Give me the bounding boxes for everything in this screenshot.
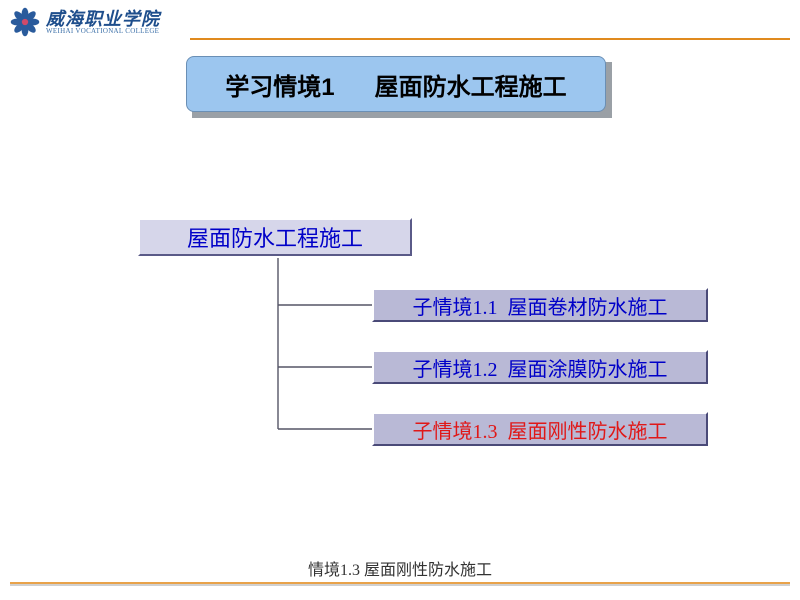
logo-en-text: WEIHAI VOCATIONAL COLLEGE (46, 28, 160, 35)
tree-child-3-label: 子情境1.3 屋面刚性防水施工 (413, 415, 668, 444)
tree-child-2: 子情境1.2 屋面涂膜防水施工 (372, 350, 708, 384)
tree-child-1-label: 子情境1.1 屋面卷材防水施工 (413, 291, 668, 320)
logo: 威海职业学院 WEIHAI VOCATIONAL COLLEGE (10, 7, 160, 37)
flower-logo-icon (10, 7, 40, 37)
header: 威海职业学院 WEIHAI VOCATIONAL COLLEGE (0, 0, 800, 40)
tree-root: 屋面防水工程施工 (138, 218, 412, 256)
tree-child-1: 子情境1.1 屋面卷材防水施工 (372, 288, 708, 322)
tree-child-3: 子情境1.3 屋面刚性防水施工 (372, 412, 708, 446)
footer-divider (10, 582, 790, 586)
top-divider (190, 38, 790, 40)
slide-title: 学习情境1 屋面防水工程施工 (186, 56, 606, 112)
logo-cn-text: 威海职业学院 (46, 10, 160, 28)
footer-caption: 情境1.3 屋面刚性防水施工 (0, 556, 800, 580)
tree-child-2-label: 子情境1.2 屋面涂膜防水施工 (413, 353, 668, 382)
